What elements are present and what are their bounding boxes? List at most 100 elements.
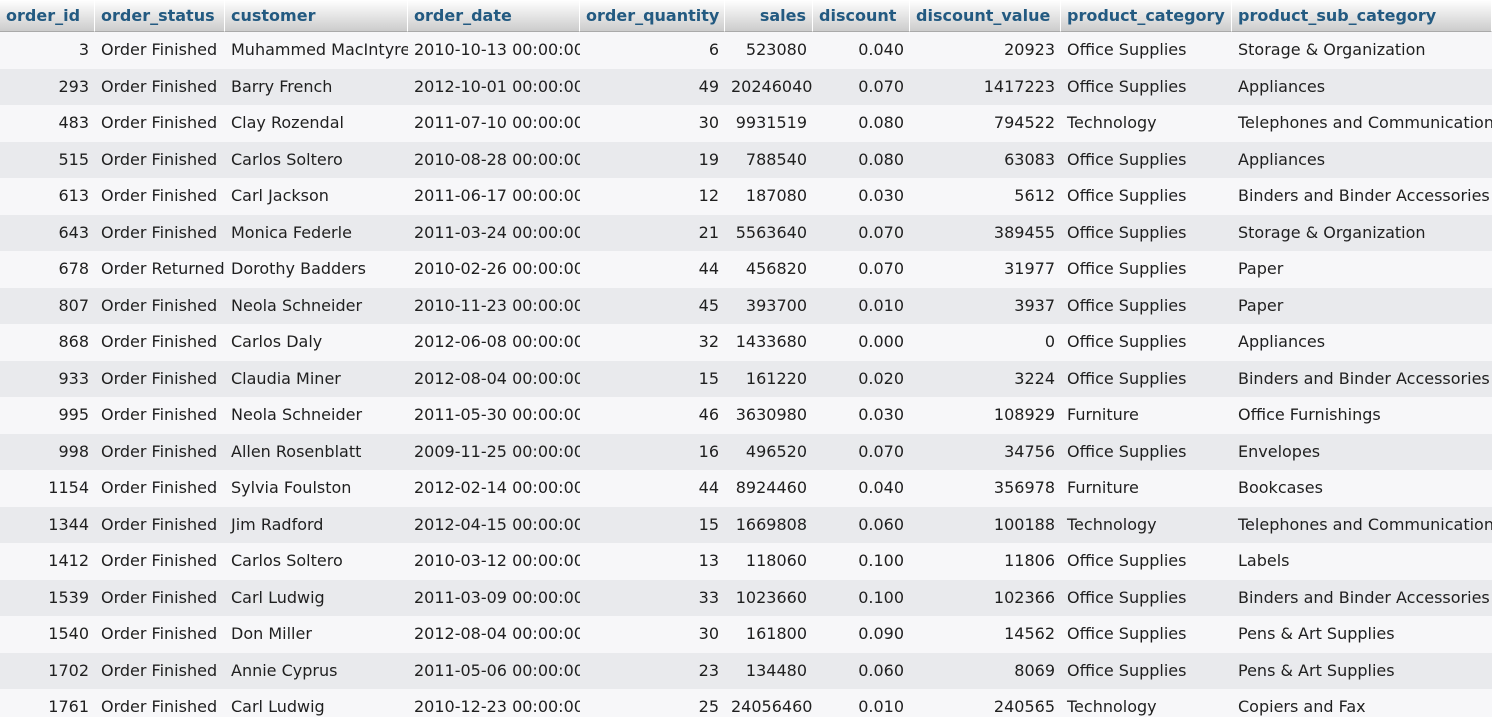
order-quantity-cell: 16: [580, 433, 725, 470]
order-date-cell: 2010-11-23 00:00:00: [408, 287, 580, 324]
discount-value-cell: 794522: [910, 105, 1061, 142]
order-id-cell: 483: [0, 105, 95, 142]
order-id-cell: 868: [0, 324, 95, 361]
order-status-cell: Order Returned: [95, 251, 225, 288]
order-date-cell: 2011-03-09 00:00:00: [408, 579, 580, 616]
sales-cell: 187080: [725, 178, 813, 215]
discount-cell: 0.080: [813, 141, 910, 178]
table-row[interactable]: 998 Order Finished Allen Rosenblatt 2009-11…: [0, 433, 1492, 470]
discount-value-cell: 3224: [910, 360, 1061, 397]
sales-cell: 523080: [725, 32, 813, 69]
order-status-cell: Order Finished: [95, 214, 225, 251]
order-date-cell: 2010-12-23 00:00:00: [408, 689, 580, 717]
column-header-sales[interactable]: sales: [725, 0, 813, 32]
product-sub-category-cell: Paper: [1232, 287, 1492, 324]
column-header-product-sub-category[interactable]: product_sub_category: [1232, 0, 1492, 32]
order-quantity-cell: 25: [580, 689, 725, 717]
column-header-order-status[interactable]: order_status: [95, 0, 225, 32]
product-sub-category-cell: Storage & Organization: [1232, 32, 1492, 69]
column-header-order-date[interactable]: order_date: [408, 0, 580, 32]
product-sub-category-cell: Appliances: [1232, 324, 1492, 361]
customer-cell: Carl Ludwig: [225, 579, 408, 616]
discount-value-cell: 100188: [910, 506, 1061, 543]
sales-cell: 1023660: [725, 579, 813, 616]
table-row[interactable]: 807 Order Finished Neola Schneider 2010-11-…: [0, 287, 1492, 324]
column-header-order-quantity[interactable]: order_quantity: [580, 0, 725, 32]
customer-cell: Barry French: [225, 68, 408, 105]
product-sub-category-cell: Paper: [1232, 251, 1492, 288]
order-date-cell: 2009-11-25 00:00:00: [408, 433, 580, 470]
discount-value-cell: 11806: [910, 543, 1061, 580]
sales-cell: 1669808: [725, 506, 813, 543]
discount-cell: 0.100: [813, 543, 910, 580]
order-status-cell: Order Finished: [95, 105, 225, 142]
discount-value-cell: 0: [910, 324, 1061, 361]
order-id-cell: 1412: [0, 543, 95, 580]
discount-value-cell: 389455: [910, 214, 1061, 251]
product-category-cell: Office Supplies: [1061, 652, 1232, 689]
table-row[interactable]: 483 Order Finished Clay Rozendal 2011-07-10…: [0, 105, 1492, 142]
table-row[interactable]: 3 Order Finished Muhammed MacIntyre 2010-10…: [0, 32, 1492, 69]
order-status-cell: Order Finished: [95, 178, 225, 215]
table-header: order_id order_status customer order_dat…: [0, 0, 1492, 32]
table-row[interactable]: 1344 Order Finished Jim Radford 2012-04-15 …: [0, 506, 1492, 543]
discount-cell: 0.090: [813, 616, 910, 653]
table-row[interactable]: 933 Order Finished Claudia Miner 2012-08-04…: [0, 360, 1492, 397]
table-body: 3 Order Finished Muhammed MacIntyre 2010-10…: [0, 32, 1492, 717]
table-row[interactable]: 515 Order Finished Carlos Soltero 2010-08-2…: [0, 141, 1492, 178]
order-status-cell: Order Finished: [95, 689, 225, 717]
customer-cell: Carlos Soltero: [225, 141, 408, 178]
table-row[interactable]: 293 Order Finished Barry French 2012-10-01 …: [0, 68, 1492, 105]
order-status-cell: Order Finished: [95, 324, 225, 361]
product-sub-category-cell: Binders and Binder Accessories: [1232, 178, 1492, 215]
order-quantity-cell: 23: [580, 652, 725, 689]
product-category-cell: Technology: [1061, 689, 1232, 717]
sales-cell: 161800: [725, 616, 813, 653]
table-row[interactable]: 1154 Order Finished Sylvia Foulston 2012-02…: [0, 470, 1492, 507]
table-row[interactable]: 643 Order Finished Monica Federle 2011-03-2…: [0, 214, 1492, 251]
column-header-product-category[interactable]: product_category: [1061, 0, 1232, 32]
order-id-cell: 1154: [0, 470, 95, 507]
order-quantity-cell: 13: [580, 543, 725, 580]
table-row[interactable]: 995 Order Finished Neola Schneider 2011-05-…: [0, 397, 1492, 434]
column-header-discount[interactable]: discount: [813, 0, 910, 32]
table-row[interactable]: 868 Order Finished Carlos Daly 2012-06-08 0…: [0, 324, 1492, 361]
customer-cell: Sylvia Foulston: [225, 470, 408, 507]
discount-cell: 0.020: [813, 360, 910, 397]
table-row[interactable]: 1702 Order Finished Annie Cyprus 2011-05-06…: [0, 652, 1492, 689]
customer-cell: Don Miller: [225, 616, 408, 653]
column-header-discount-value[interactable]: discount_value: [910, 0, 1061, 32]
discount-cell: 0.060: [813, 652, 910, 689]
discount-cell: 0.070: [813, 251, 910, 288]
order-quantity-cell: 15: [580, 360, 725, 397]
customer-cell: Neola Schneider: [225, 397, 408, 434]
discount-cell: 0.010: [813, 689, 910, 717]
product-sub-category-cell: Pens & Art Supplies: [1232, 616, 1492, 653]
table-row[interactable]: 1761 Order Finished Carl Ludwig 2010-12-23 …: [0, 689, 1492, 717]
order-status-cell: Order Finished: [95, 68, 225, 105]
table-row[interactable]: 613 Order Finished Carl Jackson 2011-06-17 …: [0, 178, 1492, 215]
order-date-cell: 2011-05-06 00:00:00: [408, 652, 580, 689]
discount-cell: 0.040: [813, 470, 910, 507]
order-status-cell: Order Finished: [95, 433, 225, 470]
product-sub-category-cell: Telephones and Communication: [1232, 506, 1492, 543]
discount-cell: 0.030: [813, 178, 910, 215]
product-sub-category-cell: Envelopes: [1232, 433, 1492, 470]
discount-value-cell: 34756: [910, 433, 1061, 470]
order-date-cell: 2010-08-28 00:00:00: [408, 141, 580, 178]
order-quantity-cell: 30: [580, 105, 725, 142]
table-row[interactable]: 678 Order Returned Dorothy Badders 2010-02-…: [0, 251, 1492, 288]
discount-cell: 0.060: [813, 506, 910, 543]
product-category-cell: Office Supplies: [1061, 68, 1232, 105]
product-category-cell: Office Supplies: [1061, 616, 1232, 653]
order-id-cell: 1761: [0, 689, 95, 717]
column-header-order-id[interactable]: order_id: [0, 0, 95, 32]
column-header-customer[interactable]: customer: [225, 0, 408, 32]
sales-cell: 9931519: [725, 105, 813, 142]
discount-cell: 0.000: [813, 324, 910, 361]
table-row[interactable]: 1540 Order Finished Don Miller 2012-08-04 0…: [0, 616, 1492, 653]
order-status-cell: Order Finished: [95, 470, 225, 507]
table-row[interactable]: 1412 Order Finished Carlos Soltero 2010-03-…: [0, 543, 1492, 580]
table-row[interactable]: 1539 Order Finished Carl Ludwig 2011-03-09 …: [0, 579, 1492, 616]
product-category-cell: Office Supplies: [1061, 287, 1232, 324]
